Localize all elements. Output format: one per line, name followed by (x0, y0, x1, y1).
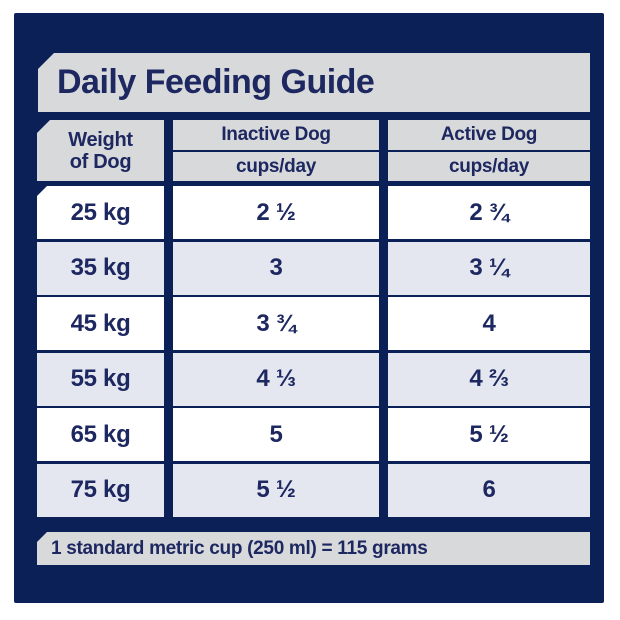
feeding-table-body: 25 kg 2 ½ 2 ¾ 35 kg 3 3 ¼ 45 kg 3 ¾ 4 55… (37, 186, 590, 517)
weight-cell: 75 kg (37, 463, 164, 517)
weight-cell: 35 kg (37, 241, 164, 295)
column-header-active: Active Dog cups/day (388, 120, 590, 181)
table-header: Weight of Dog Inactive Dog cups/day Acti… (37, 120, 590, 181)
inactive-dog-label: Inactive Dog (173, 120, 379, 152)
column-header-weight: Weight of Dog (37, 120, 164, 181)
inactive-cups-cell: 2 ½ (173, 186, 379, 239)
inactive-cups-cell: 3 (173, 241, 379, 295)
page-title: Daily Feeding Guide (38, 53, 590, 112)
active-dog-unit: cups/day (449, 155, 529, 177)
active-dog-label: Active Dog (388, 120, 590, 152)
column-header-inactive: Inactive Dog cups/day (173, 120, 379, 181)
inactive-dog-unit: cups/day (236, 155, 316, 177)
inactive-cups-cell: 4 ⅓ (173, 352, 379, 406)
active-cups-cell: 5 ½ (388, 408, 590, 462)
inactive-cups-cell: 5 ½ (173, 463, 379, 517)
active-cups-cell: 2 ¾ (388, 186, 590, 239)
weight-cell: 45 kg (37, 297, 164, 351)
feeding-guide-panel: Daily Feeding Guide Weight of Dog Inacti… (14, 13, 604, 603)
weight-header-line1: Weight (68, 128, 133, 151)
active-cups-cell: 4 ⅔ (388, 352, 590, 406)
weight-cell: 55 kg (37, 352, 164, 406)
active-cups-cell: 3 ¼ (388, 241, 590, 295)
active-cups-cell: 6 (388, 463, 590, 517)
cup-conversion-note: 1 standard metric cup (250 ml) = 115 gra… (37, 532, 590, 565)
inactive-cups-cell: 3 ¾ (173, 297, 379, 351)
page-title-text: Daily Feeding Guide (57, 63, 375, 101)
weight-header-line2: of Dog (69, 150, 132, 173)
weight-cell: 25 kg (37, 186, 164, 239)
inactive-cups-cell: 5 (173, 408, 379, 462)
cup-conversion-text: 1 standard metric cup (250 ml) = 115 gra… (51, 537, 428, 559)
active-cups-cell: 4 (388, 297, 590, 351)
weight-cell: 65 kg (37, 408, 164, 462)
